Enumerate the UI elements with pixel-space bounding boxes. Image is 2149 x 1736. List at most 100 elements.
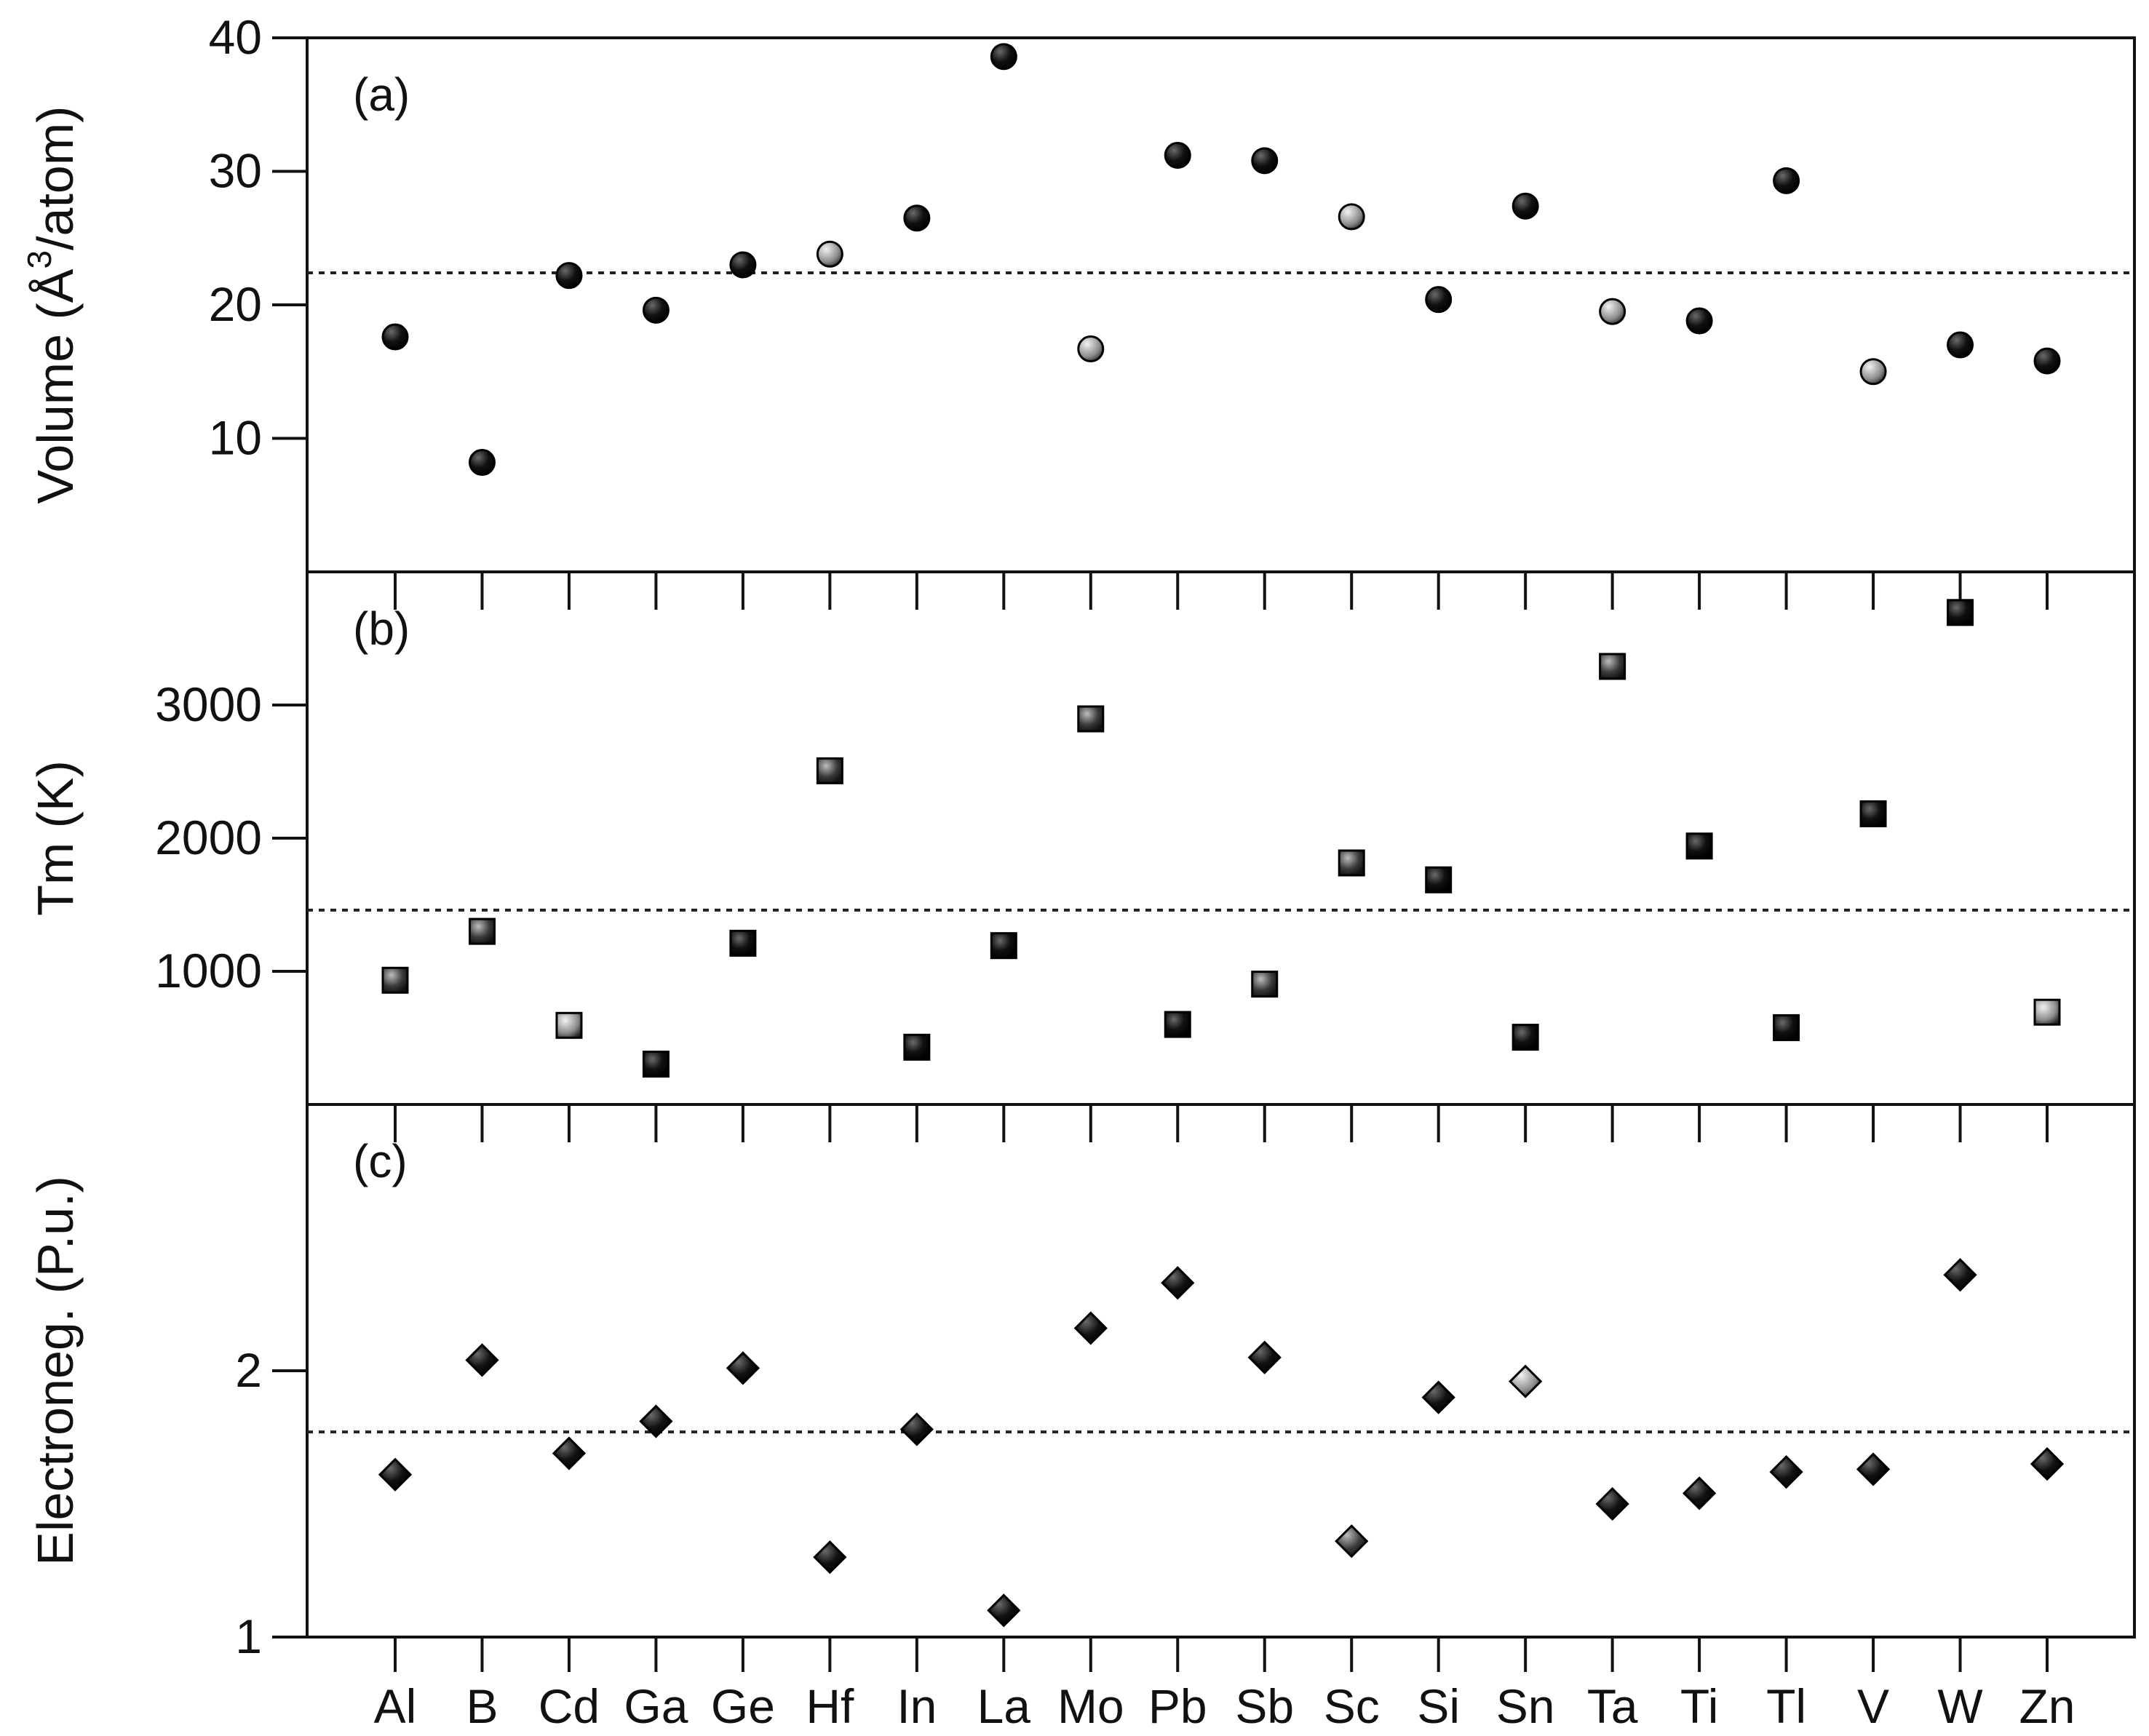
marker-volume-ge <box>729 251 757 279</box>
marker-volume-al <box>381 323 409 351</box>
marker-tm-sb <box>1251 971 1279 998</box>
x-category-label-zn: Zn <box>2019 1679 2075 1733</box>
marker-volume-mo <box>1077 335 1105 363</box>
marker-volume-w <box>1947 331 1974 359</box>
y-tick-label-electroneg-2: 2 <box>235 1343 262 1397</box>
marker-volume-si <box>1425 286 1453 314</box>
x-category-label-al: Al <box>374 1679 417 1733</box>
marker-electroneg-la <box>987 1593 1021 1628</box>
marker-tm-si <box>1425 866 1453 893</box>
marker-tm-cd <box>555 1011 583 1039</box>
y-tick-label-volume-10: 10 <box>209 411 262 465</box>
x-category-label-ti: Ti <box>1680 1679 1719 1733</box>
marker-electroneg-ga <box>639 1404 673 1438</box>
marker-tm-ti <box>1685 832 1713 860</box>
x-category-label-ga: Ga <box>624 1679 688 1733</box>
marker-tm-in <box>903 1033 931 1061</box>
x-category-label-hf: Hf <box>806 1679 854 1733</box>
marker-tm-hf <box>816 757 843 784</box>
data-markers <box>378 43 2065 1628</box>
y-tick-label-volume-20: 20 <box>209 277 262 331</box>
y-tick-label-tm-2000: 2000 <box>155 811 262 864</box>
x-category-label-in: In <box>897 1679 937 1733</box>
marker-volume-b <box>468 449 496 477</box>
marker-electroneg-si <box>1421 1380 1455 1414</box>
marker-volume-sb <box>1251 147 1279 175</box>
marker-tm-pb <box>1164 1011 1191 1038</box>
marker-tm-ta <box>1599 653 1626 680</box>
marker-electroneg-sc <box>1335 1524 1369 1558</box>
x-category-label-sn: Sn <box>1496 1679 1555 1733</box>
marker-electroneg-sb <box>1247 1340 1282 1374</box>
marker-volume-la <box>990 43 1017 71</box>
marker-tm-tl <box>1773 1014 1800 1041</box>
marker-volume-ta <box>1599 298 1626 325</box>
marker-electroneg-in <box>899 1412 934 1446</box>
marker-volume-tl <box>1773 167 1800 194</box>
marker-tm-zn <box>2033 998 2061 1026</box>
panel-frame-electroneg <box>306 1103 2136 1639</box>
panel-tag-tm: (b) <box>353 602 410 655</box>
y-tick-label-tm-3000: 3000 <box>155 677 262 731</box>
x-category-label-ge: Ge <box>711 1679 775 1733</box>
marker-volume-in <box>903 204 931 232</box>
marker-tm-sn <box>1512 1024 1539 1051</box>
reference-lines <box>307 271 2134 1434</box>
y-tick-label-volume-40: 40 <box>209 10 262 64</box>
y-axis-label-volume: Volume (Å3/atom) <box>20 106 84 504</box>
y-tick-label-volume-30: 30 <box>209 144 262 198</box>
panel-frame-volume <box>306 36 2136 573</box>
marker-electroneg-zn <box>2030 1446 2065 1481</box>
marker-tm-w <box>1947 599 1974 626</box>
marker-tm-ge <box>729 929 757 957</box>
marker-volume-ga <box>642 296 670 324</box>
x-category-label-tl: Tl <box>1766 1679 1806 1733</box>
x-category-label-v: V <box>1857 1679 1889 1733</box>
x-category-label-w: W <box>1937 1679 1983 1733</box>
marker-electroneg-ta <box>1595 1486 1629 1521</box>
marker-electroneg-hf <box>813 1540 847 1574</box>
axis-ticks <box>272 36 2049 1672</box>
marker-tm-b <box>468 917 496 945</box>
marker-tm-mo <box>1077 705 1105 733</box>
marker-volume-zn <box>2033 347 2061 375</box>
marker-electroneg-al <box>378 1457 413 1492</box>
marker-tm-sc <box>1338 849 1365 877</box>
marker-electroneg-w <box>1943 1258 1977 1292</box>
marker-electroneg-sn <box>1509 1364 1543 1398</box>
x-category-label-ta: Ta <box>1587 1679 1638 1733</box>
marker-electroneg-tl <box>1769 1454 1803 1489</box>
marker-volume-hf <box>816 240 843 268</box>
marker-volume-pb <box>1164 141 1191 169</box>
marker-electroneg-cd <box>552 1436 587 1470</box>
marker-volume-sn <box>1512 192 1539 220</box>
marker-electroneg-pb <box>1161 1266 1195 1300</box>
x-category-label-si: Si <box>1417 1679 1460 1733</box>
marker-tm-la <box>990 932 1017 960</box>
x-category-label-mo: Mo <box>1057 1679 1124 1733</box>
marker-electroneg-mo <box>1073 1311 1108 1345</box>
x-category-label-sb: Sb <box>1235 1679 1294 1733</box>
marker-volume-ti <box>1685 307 1713 335</box>
panel-frames <box>306 36 2136 1639</box>
x-category-label-sc: Sc <box>1324 1679 1380 1733</box>
marker-volume-sc <box>1338 203 1365 231</box>
marker-tm-ga <box>642 1051 670 1078</box>
x-category-label-pb: Pb <box>1148 1679 1207 1733</box>
x-category-label-cd: Cd <box>539 1679 600 1733</box>
marker-tm-al <box>381 966 409 994</box>
marker-electroneg-v <box>1856 1452 1891 1486</box>
marker-volume-v <box>1859 358 1887 386</box>
y-axis-label-tm: Tm (K) <box>27 760 84 916</box>
y-tick-label-electroneg-1: 1 <box>235 1609 262 1663</box>
marker-tm-v <box>1859 800 1887 828</box>
panel-tag-volume: (a) <box>353 68 410 121</box>
marker-volume-cd <box>555 262 583 290</box>
x-category-label-b: B <box>466 1679 498 1733</box>
y-axis-label-electroneg: Electroneg. (P.u.) <box>27 1176 84 1566</box>
x-category-label-la: La <box>977 1679 1031 1733</box>
marker-electroneg-b <box>465 1343 499 1377</box>
marker-electroneg-ge <box>726 1351 760 1385</box>
marker-electroneg-ti <box>1682 1476 1717 1510</box>
